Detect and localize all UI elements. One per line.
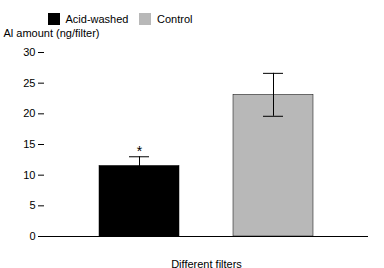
svg-text:15: 15 [23,138,35,150]
html-text:Acid-washed: Acid-washed [65,12,129,25]
svg-text:25: 25 [23,77,35,89]
svg-text:Different filters: Different filters [171,258,242,268]
html-text:Control: Control [157,12,193,25]
svg-text:30: 30 [23,46,35,58]
svg-text:20: 20 [23,107,35,119]
svg-text:Al amount (ng/filter): Al amount (ng/filter) [4,27,100,39]
svg-text:10: 10 [23,169,35,181]
svg-text:0: 0 [29,230,35,242]
svg-text:*: * [137,143,143,159]
svg-text:5: 5 [29,199,35,211]
